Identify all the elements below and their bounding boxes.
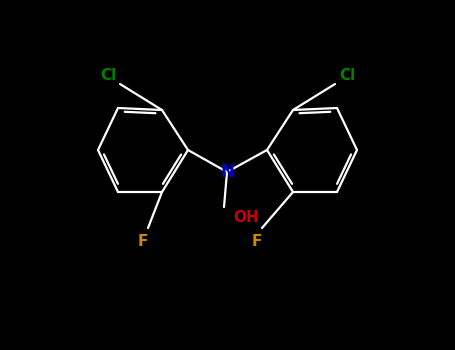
Text: Cl: Cl bbox=[100, 69, 116, 84]
Text: F: F bbox=[252, 234, 262, 250]
Text: Cl: Cl bbox=[339, 69, 355, 84]
Text: N: N bbox=[220, 163, 234, 181]
Text: OH: OH bbox=[233, 210, 259, 225]
Text: F: F bbox=[138, 234, 148, 250]
